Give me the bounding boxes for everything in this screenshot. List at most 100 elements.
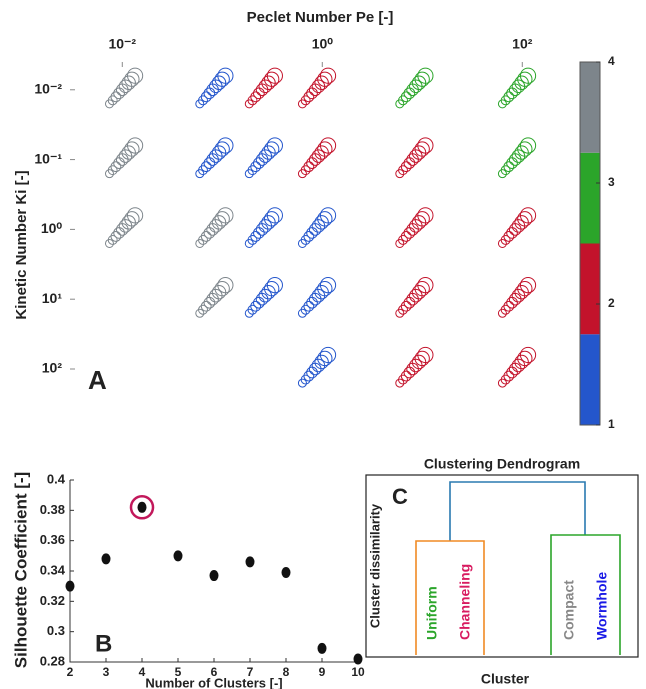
x-axis-title: Peclet Number Pe [-] [247, 9, 394, 26]
data-point [121, 145, 136, 160]
data-point [126, 207, 144, 224]
data-point [314, 215, 329, 230]
highlight-ring [129, 495, 155, 520]
data-point [121, 75, 136, 90]
x-tick-label: 2 [67, 665, 74, 679]
data-point [211, 75, 227, 90]
data-point [517, 211, 533, 227]
data-point [497, 308, 507, 318]
data-point [398, 304, 408, 315]
data-point [200, 300, 212, 312]
colorbar-frame [579, 61, 601, 426]
data-point [514, 215, 529, 230]
y-tick-label: 10⁰ [41, 220, 63, 236]
data-point [247, 235, 258, 245]
data-point [400, 300, 412, 312]
data-point [519, 137, 537, 154]
data-point [250, 161, 262, 173]
data-point [353, 653, 363, 665]
data-point [314, 145, 329, 160]
data-point [195, 238, 205, 248]
data-point [211, 215, 227, 230]
data-point [217, 207, 234, 224]
data-point [137, 501, 147, 513]
data-point [398, 165, 408, 176]
data-point [414, 211, 430, 227]
data-point [244, 238, 254, 248]
data-point [398, 95, 408, 106]
data-point [517, 71, 533, 87]
data-point [107, 165, 118, 176]
leaf-label: Wormhole [594, 572, 610, 640]
x-tick-label: 4 [139, 665, 146, 679]
data-point [519, 67, 537, 84]
data-point [319, 207, 337, 224]
data-point [514, 354, 529, 370]
data-point [503, 161, 515, 173]
panel-frame [365, 474, 639, 658]
dendrogram-link [449, 481, 586, 541]
data-point [124, 141, 140, 157]
colorbar-segment [580, 62, 600, 153]
x-tick-label: 10 [351, 665, 365, 679]
data-point [281, 567, 291, 579]
data-point [297, 169, 307, 179]
data-point [198, 235, 208, 245]
colorbar-tick-label: 2 [608, 296, 615, 310]
data-point [395, 238, 405, 248]
y-tick-label: 0.36 [40, 532, 65, 547]
data-point [247, 304, 258, 315]
data-point [517, 350, 533, 367]
data-point [497, 238, 507, 248]
data-point [417, 137, 434, 154]
data-point [500, 95, 511, 106]
data-point [266, 207, 283, 224]
data-point [303, 370, 315, 382]
data-point [244, 169, 254, 179]
x-tick-label: 9 [319, 665, 326, 679]
data-point [303, 300, 315, 312]
y-axis-title: Cluster dissimilarity [367, 503, 382, 628]
data-point [104, 169, 114, 179]
data-point [195, 308, 205, 318]
data-point [414, 141, 430, 157]
data-point [317, 642, 327, 654]
data-point [317, 350, 333, 367]
data-point [400, 91, 412, 103]
data-point [411, 75, 427, 90]
data-point [217, 67, 234, 84]
data-point [261, 145, 276, 160]
data-point [250, 231, 262, 242]
data-point [104, 99, 114, 109]
data-point [110, 91, 122, 103]
data-point [264, 141, 280, 157]
data-point [266, 67, 283, 84]
x-axis-title: Number of Clusters [-] [145, 675, 282, 689]
data-point [124, 211, 140, 227]
data-point [400, 161, 412, 173]
data-point [214, 280, 230, 297]
data-point [211, 284, 227, 300]
data-point [317, 211, 333, 227]
colorbar-tick-label: 4 [608, 54, 615, 68]
data-point [211, 145, 227, 160]
leaf-label: Compact [561, 580, 577, 640]
data-point [497, 169, 507, 179]
data-point [503, 231, 515, 242]
x-tick-label: 3 [103, 665, 110, 679]
data-point [264, 71, 280, 87]
data-point [517, 280, 533, 297]
panel-label: A [88, 365, 107, 395]
y-tick-label: 0.32 [40, 593, 65, 608]
data-point [303, 161, 315, 173]
data-point [110, 231, 122, 242]
colorbar-segment [580, 334, 600, 425]
data-point [245, 556, 255, 568]
data-point [200, 161, 212, 173]
data-point [200, 231, 212, 242]
y-axis-title: Kinetic Number Ki [-] [13, 170, 30, 319]
data-point [314, 75, 329, 90]
data-point [261, 75, 276, 90]
data-point [400, 231, 412, 242]
